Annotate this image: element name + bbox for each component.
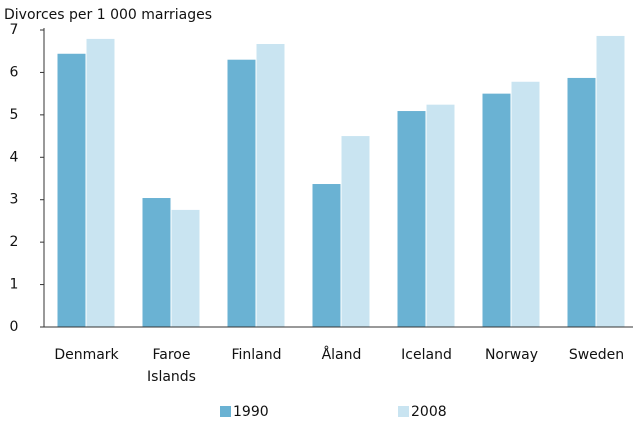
- y-tick-label: 6: [10, 64, 19, 80]
- legend-label: 2008: [411, 404, 447, 420]
- x-tick-label: Norway: [484, 347, 539, 363]
- bar: [227, 59, 256, 327]
- y-tick-label: 3: [10, 192, 19, 208]
- y-tick-label: 5: [10, 107, 19, 123]
- bar: [142, 198, 171, 327]
- y-tick-label: 0: [10, 319, 19, 335]
- bar: [341, 136, 370, 327]
- legend-swatch: [398, 406, 409, 417]
- y-tick-label: 1: [10, 277, 19, 293]
- bar: [482, 93, 511, 328]
- y-tick-label: 7: [10, 22, 19, 38]
- bar: [511, 81, 540, 328]
- bar: [171, 209, 200, 327]
- bar: [596, 35, 625, 327]
- x-tick-label: Finland: [231, 347, 282, 363]
- bar: [312, 184, 341, 327]
- chart-title: Divorces per 1 000 marriages: [4, 7, 212, 23]
- bar: [86, 38, 115, 327]
- legend-label: 1990: [233, 404, 269, 420]
- x-tick-label: Iceland: [401, 347, 452, 363]
- bar: [567, 77, 596, 328]
- bar: [426, 104, 455, 327]
- y-tick-label: 2: [10, 234, 19, 250]
- legend-swatch: [220, 406, 231, 417]
- x-tick-label: Denmark: [54, 347, 119, 363]
- bar: [256, 44, 285, 327]
- x-tick-label: Faroe Islands: [147, 347, 196, 385]
- bar: [397, 111, 426, 327]
- y-tick-label: 4: [10, 149, 19, 165]
- bar: [57, 53, 86, 327]
- x-tick-label: Sweden: [568, 347, 625, 363]
- x-tick-label: Åland: [321, 347, 362, 363]
